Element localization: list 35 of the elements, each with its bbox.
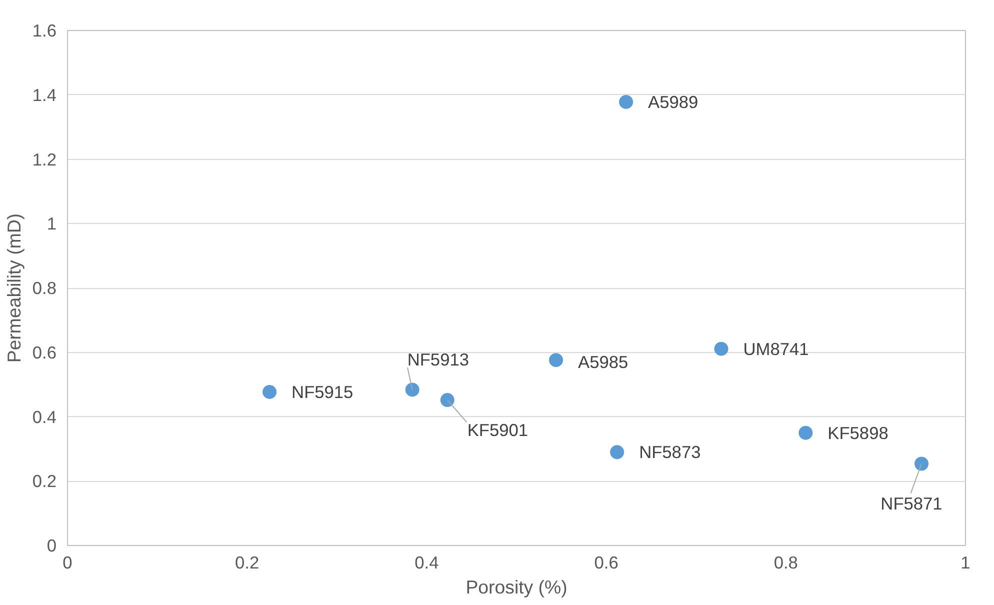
point xyxy=(914,456,928,471)
y-tick-label: 0.8 xyxy=(32,278,57,298)
annotation: A5989 xyxy=(648,92,698,112)
annotation: NF5871 xyxy=(880,494,942,514)
point xyxy=(440,393,454,407)
point xyxy=(798,426,813,440)
y-tick-label: 1 xyxy=(46,214,57,234)
annotation: UM8741 xyxy=(743,338,809,359)
annotation: KF5898 xyxy=(828,422,888,443)
x-tick-label: 0.2 xyxy=(235,552,260,572)
annotation: NF5873 xyxy=(639,442,701,462)
point xyxy=(714,342,728,356)
point xyxy=(549,353,564,368)
x-tick-label: 0.4 xyxy=(414,552,440,572)
y-tick-label: 1.4 xyxy=(32,84,57,105)
x-tick-label: 0.8 xyxy=(774,552,798,572)
y-tick-label: 0.2 xyxy=(32,471,57,492)
annotation: A5985 xyxy=(578,352,628,372)
annotation: KF5901 xyxy=(467,420,528,440)
x-tick-label: 0.6 xyxy=(594,552,618,572)
y-tick-label: 0 xyxy=(46,536,57,556)
y-tick-label: 0.4 xyxy=(32,406,57,427)
point xyxy=(610,445,624,460)
annotation: NF5913 xyxy=(407,350,469,370)
y-tick-label: 1.6 xyxy=(32,20,57,40)
point xyxy=(405,382,420,397)
y-tick-label: 0.6 xyxy=(32,342,57,362)
annotation: NF5915 xyxy=(292,382,354,402)
y-tick-label: 1.2 xyxy=(32,149,57,170)
x-axis-title: Porosity (%) xyxy=(466,576,568,598)
point xyxy=(619,94,634,109)
x-tick-label: 1 xyxy=(960,552,970,572)
point xyxy=(262,384,277,399)
x-tick-label: 0 xyxy=(62,552,72,572)
y-axis-title: Permeability (mD) xyxy=(3,213,24,363)
